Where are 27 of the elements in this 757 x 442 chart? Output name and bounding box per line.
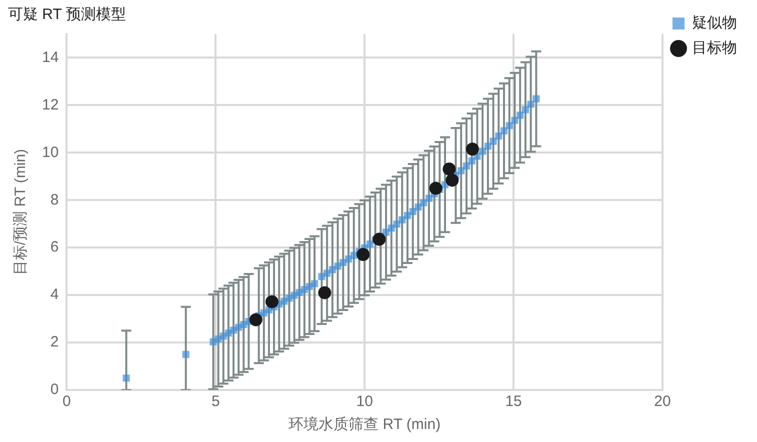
y-tick-label: 8 bbox=[50, 191, 59, 208]
point bbox=[466, 142, 479, 156]
y-tick-label: 6 bbox=[50, 238, 59, 256]
y-tick-label: 14 bbox=[42, 48, 59, 66]
point bbox=[265, 295, 278, 308]
x-axis-title: 环境水质筛查 RT (min) bbox=[288, 416, 441, 434]
x-tick-label: 0 bbox=[62, 393, 71, 410]
x-tick-label: 20 bbox=[654, 393, 671, 410]
x-tick-label: 15 bbox=[505, 393, 522, 410]
legend-label: 疑似物 bbox=[692, 14, 737, 32]
y-tick-label: 2 bbox=[50, 334, 59, 351]
point bbox=[356, 248, 370, 261]
point bbox=[372, 232, 386, 246]
legend-label: 目标物 bbox=[692, 40, 737, 57]
point bbox=[446, 174, 459, 187]
y-tick-label: 0 bbox=[50, 381, 59, 398]
y-tick-label: 12 bbox=[42, 96, 59, 114]
point bbox=[318, 286, 332, 300]
y-tick-label: 10 bbox=[42, 144, 59, 161]
point bbox=[442, 162, 456, 176]
x-tick-label: 10 bbox=[356, 393, 373, 410]
point bbox=[249, 313, 262, 326]
y-axis-title: 目标/预测 RT (min) bbox=[12, 148, 30, 276]
chart-title: 可疑 RT 预测模型 bbox=[8, 6, 126, 24]
x-tick-label: 5 bbox=[211, 393, 220, 410]
point bbox=[429, 182, 442, 195]
y-tick-label: 4 bbox=[50, 286, 59, 304]
